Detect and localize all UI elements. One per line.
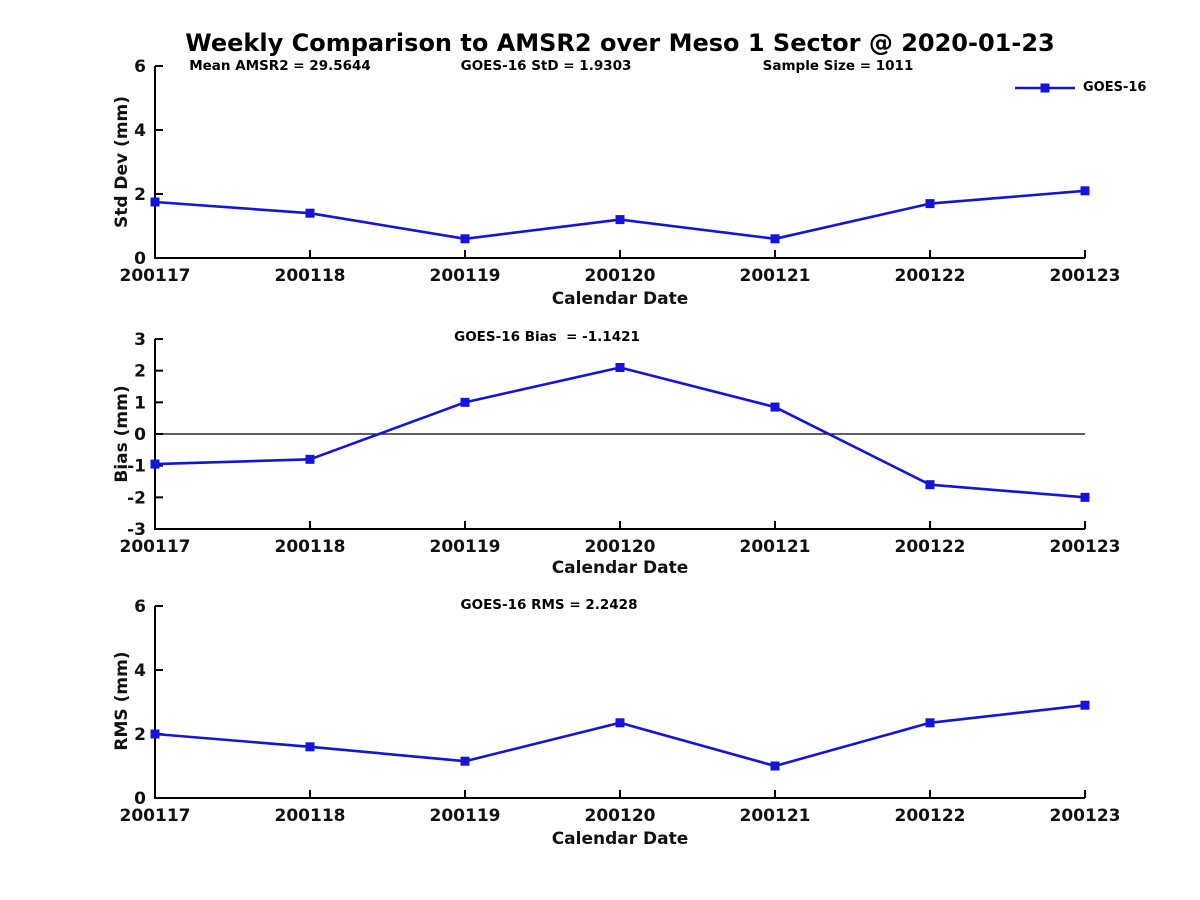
data-point-marker xyxy=(460,756,470,766)
y-tick-label: 4 xyxy=(134,661,146,681)
data-point-marker xyxy=(1080,492,1090,502)
y-axis-label-std-dev: Std Dev (mm) xyxy=(112,95,132,229)
chart-title: Weekly Comparison to AMSR2 over Meso 1 S… xyxy=(185,29,1055,57)
y-tick-label: -2 xyxy=(127,488,146,508)
annotation-goes16-std: GOES-16 StD = 1.9303 xyxy=(460,58,632,74)
x-tick-label: 200118 xyxy=(275,266,346,286)
data-point-marker xyxy=(150,197,160,207)
y-tick-label: 4 xyxy=(134,121,146,141)
x-tick-label: 200117 xyxy=(120,806,191,826)
y-tick-label: 0 xyxy=(134,789,146,809)
x-tick-label: 200121 xyxy=(740,266,811,286)
legend: GOES-16 xyxy=(1014,80,1146,95)
x-tick-label: 200117 xyxy=(120,537,191,557)
series-line xyxy=(154,703,1086,768)
data-point-marker xyxy=(770,761,780,771)
y-tick-label: 2 xyxy=(134,185,146,205)
y-tick-label: 6 xyxy=(134,597,146,617)
y-tick-label: 0 xyxy=(134,249,146,269)
x-tick-label: 200123 xyxy=(1050,537,1121,557)
y-tick-label: 6 xyxy=(134,57,146,77)
y-tick-label: 1 xyxy=(134,393,146,413)
x-tick-label: 200118 xyxy=(275,806,346,826)
data-point-marker xyxy=(615,215,625,225)
data-point-marker xyxy=(615,363,625,372)
x-tick-label: 200121 xyxy=(740,806,811,826)
annotation-mean-amsr2: Mean AMSR2 = 29.5644 xyxy=(189,58,371,74)
y-tick-label: 0 xyxy=(134,425,146,445)
data-point-marker xyxy=(1080,186,1090,196)
data-point-marker xyxy=(150,729,160,739)
x-tick-label: 200122 xyxy=(895,806,966,826)
x-tick-label: 200118 xyxy=(275,537,346,557)
y-tick-label: 3 xyxy=(134,330,146,350)
x-tick-label: 200119 xyxy=(430,537,501,557)
y-tick-label: -1 xyxy=(127,457,146,477)
data-point-marker xyxy=(615,718,625,728)
data-point-marker xyxy=(925,718,935,728)
y-tick-label: 2 xyxy=(134,362,146,382)
x-tick-label: 200120 xyxy=(585,537,656,557)
legend-line-marker-icon xyxy=(1015,83,1075,92)
data-point-marker xyxy=(305,742,315,752)
x-axis-label-panel3: Calendar Date xyxy=(551,829,689,849)
y-axis-label-bias: Bias (mm) xyxy=(112,385,132,483)
data-point-marker xyxy=(1080,700,1090,710)
x-tick-label: 200123 xyxy=(1050,266,1121,286)
data-point-marker xyxy=(770,402,780,412)
data-point-marker xyxy=(770,234,780,244)
annotation-sample-size: Sample Size = 1011 xyxy=(762,58,914,74)
data-point-marker xyxy=(305,208,315,218)
data-point-marker xyxy=(925,199,935,209)
y-tick-label: 2 xyxy=(134,725,146,745)
y-tick-label: -3 xyxy=(127,520,146,540)
data-point-marker xyxy=(150,459,160,469)
x-tick-label: 200123 xyxy=(1050,806,1121,826)
x-tick-label: 200120 xyxy=(585,266,656,286)
axis-line xyxy=(154,606,1085,799)
x-tick-label: 200122 xyxy=(895,266,966,286)
annotation-goes16-bias: GOES-16 Bias = -1.1421 xyxy=(454,329,640,345)
legend-label: GOES-16 xyxy=(1083,80,1147,95)
data-point-marker xyxy=(305,454,315,464)
x-tick-label: 200117 xyxy=(120,266,191,286)
series-line xyxy=(154,189,1086,241)
data-point-marker xyxy=(460,234,470,244)
x-tick-label: 200121 xyxy=(740,537,811,557)
x-tick-label: 200119 xyxy=(430,806,501,826)
y-axis-label-rms: RMS (mm) xyxy=(112,651,132,751)
x-tick-label: 200119 xyxy=(430,266,501,286)
data-point-marker xyxy=(460,397,470,407)
data-point-marker xyxy=(925,480,935,490)
series-line xyxy=(154,366,1086,499)
x-tick-label: 200122 xyxy=(895,537,966,557)
x-axis-label-panel1: Calendar Date xyxy=(551,289,689,309)
x-tick-label: 200120 xyxy=(585,806,656,826)
annotation-goes16-rms: GOES-16 RMS = 2.2428 xyxy=(460,597,638,613)
axis-line xyxy=(154,66,1085,259)
x-axis-label-panel2: Calendar Date xyxy=(551,558,689,578)
